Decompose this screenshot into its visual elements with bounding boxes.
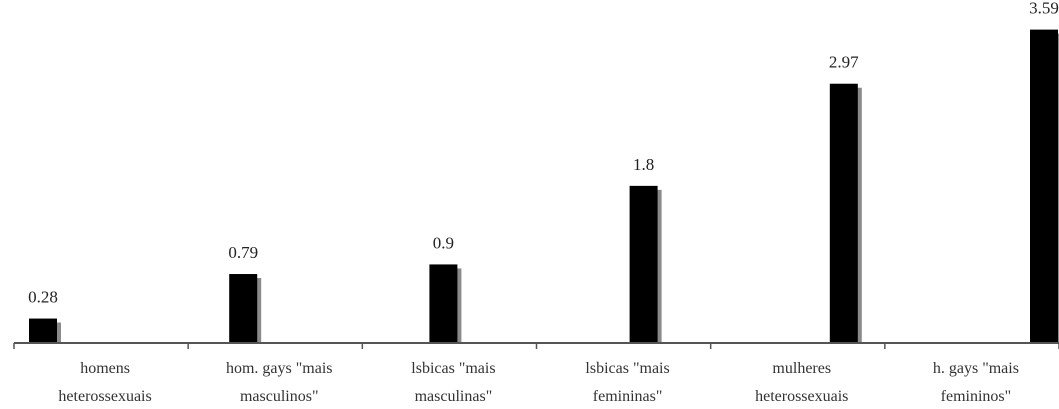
category-label: femininos"	[941, 388, 1012, 405]
value-label: 0.28	[28, 288, 58, 307]
bars-layer	[29, 29, 1059, 344]
category-label: heterossexuais	[755, 388, 848, 405]
category-label: heterossexuais	[58, 388, 151, 405]
bar	[29, 318, 57, 343]
value-label: 1.8	[633, 155, 654, 174]
x-ticks	[13, 343, 1059, 349]
category-labels: homens heterossexuais hom. gays "mais mascu…	[58, 360, 1019, 405]
bar	[1030, 29, 1058, 344]
category-label: homens	[80, 360, 130, 377]
value-label: 2.97	[829, 53, 859, 72]
bar	[229, 274, 258, 343]
category-label: femininas"	[593, 388, 663, 405]
bar	[829, 83, 858, 344]
value-label: 0.79	[228, 243, 258, 262]
category-label: masculinos"	[240, 388, 319, 405]
category-label: lsbicas "mais	[585, 360, 669, 377]
value-labels: 0.28 0.79 0.9 1.8 2.97 3.59	[28, 0, 1059, 307]
category-label: masculinas"	[415, 388, 493, 405]
bar	[429, 264, 458, 343]
category-label: mulheres	[772, 360, 831, 377]
value-label: 3.59	[1029, 0, 1059, 18]
value-label: 0.9	[433, 233, 454, 252]
category-label: hom. gays "mais	[226, 360, 333, 377]
bar	[629, 185, 658, 343]
category-label: h. gays "mais	[933, 360, 1019, 377]
category-label: lsbicas "mais	[411, 360, 495, 377]
